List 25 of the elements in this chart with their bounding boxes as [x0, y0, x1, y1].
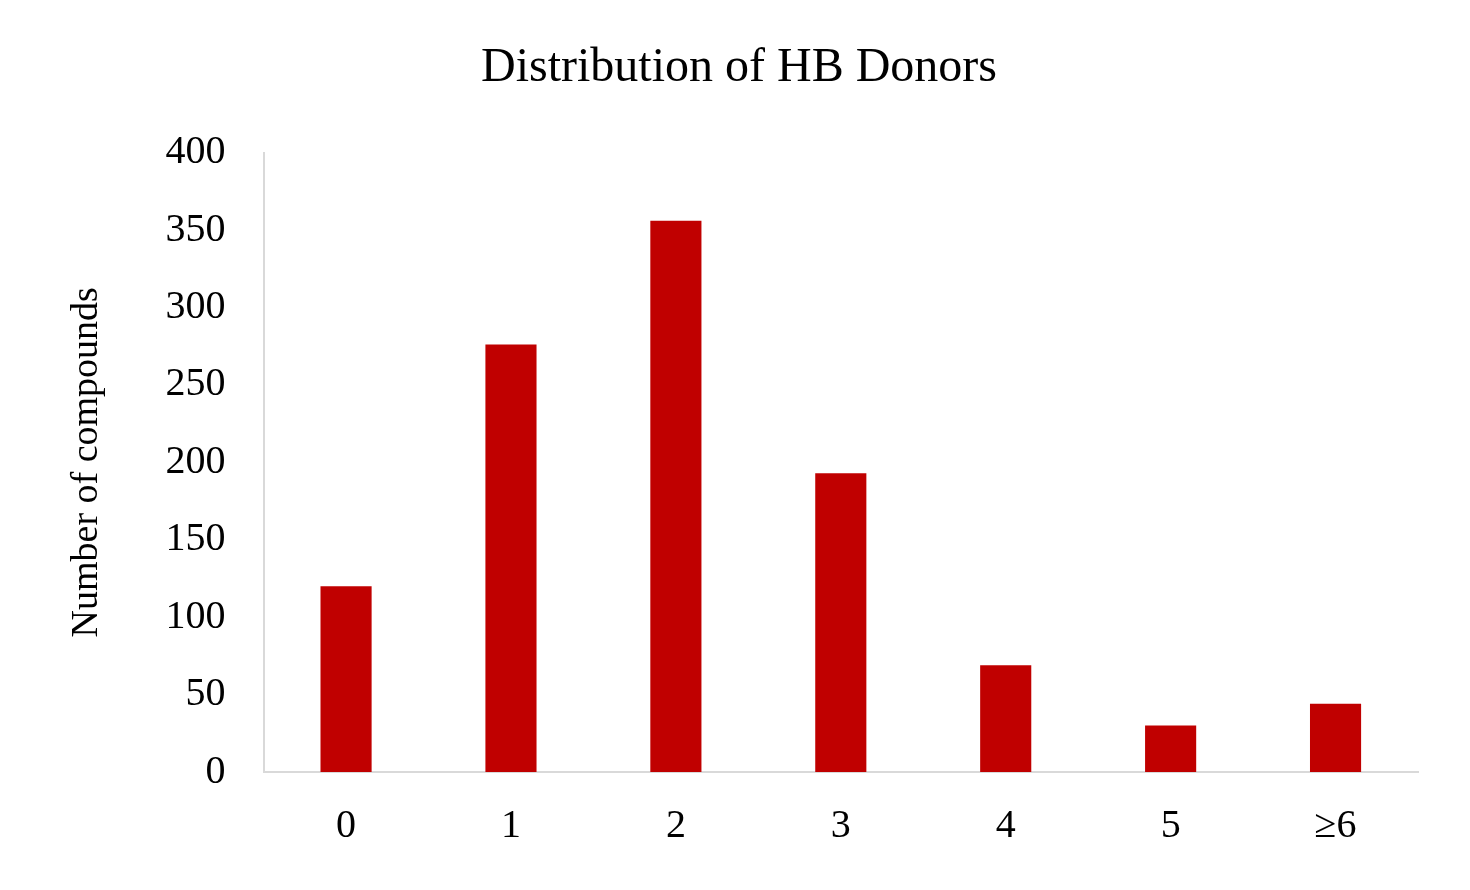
x-tick-label: ≥6 — [1314, 800, 1357, 846]
y-tick-label: 150 — [165, 514, 226, 560]
x-tick-label: 3 — [830, 800, 851, 846]
x-tick-label: 0 — [336, 800, 357, 846]
x-tick-label: 2 — [665, 800, 686, 846]
y-tick-label: 200 — [165, 436, 226, 482]
x-tick-label: 4 — [995, 800, 1016, 846]
bar — [485, 344, 537, 772]
y-tick-label: 350 — [165, 204, 226, 250]
bar — [1309, 703, 1362, 772]
y-tick-label: 0 — [205, 746, 226, 792]
bar — [815, 473, 867, 772]
y-tick-label: 250 — [165, 359, 226, 405]
y-tick-label: 50 — [185, 669, 226, 715]
y-tick-label: 400 — [165, 127, 226, 173]
bar — [1145, 725, 1197, 772]
bar — [320, 586, 372, 772]
y-axis-title: Number of compounds — [62, 287, 105, 638]
x-tick-label: 5 — [1160, 800, 1181, 846]
bar — [650, 220, 702, 772]
y-tick-label: 300 — [165, 281, 226, 327]
chart-title: Distribution of HB Donors — [481, 38, 997, 92]
bar — [980, 665, 1032, 772]
x-tick-label: 1 — [500, 800, 521, 846]
y-tick-label: 100 — [165, 591, 226, 637]
